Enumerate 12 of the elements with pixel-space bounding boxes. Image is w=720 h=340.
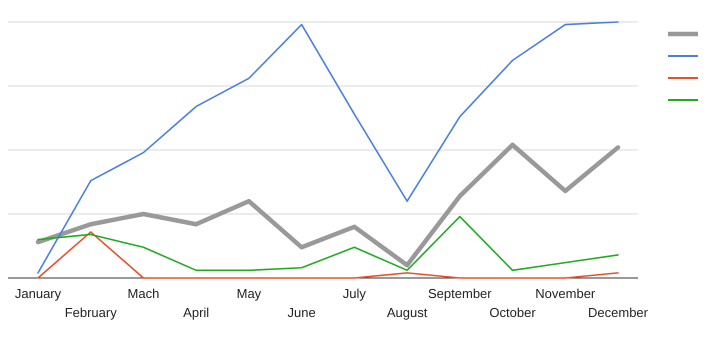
x-tick-label: August (386, 305, 428, 320)
x-tick-label: Mach (128, 286, 160, 301)
x-tick-label: April (183, 305, 210, 320)
x-tick-label: January (14, 286, 62, 301)
x-tick-label: May (236, 286, 262, 301)
x-tick-label: November (535, 286, 596, 301)
x-tick-label: June (288, 305, 316, 320)
x-tick-label: September (428, 286, 492, 301)
x-tick-label: July (342, 286, 366, 301)
x-tick-label: December (588, 305, 649, 320)
x-tick-label: October (489, 305, 536, 320)
x-tick-label: February (64, 305, 118, 320)
